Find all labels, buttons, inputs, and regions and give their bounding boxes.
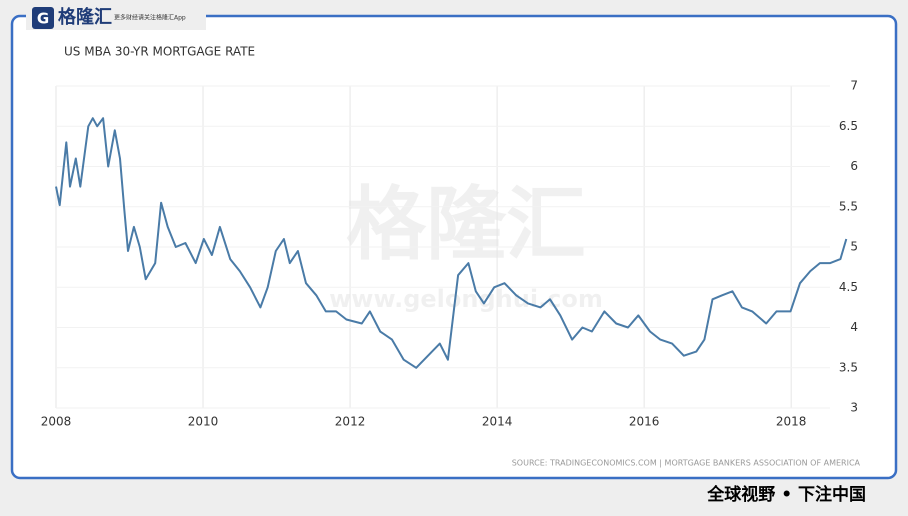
watermark-url: www.gelonghui.com <box>329 285 603 313</box>
y-tick-label: 3.5 <box>839 360 858 374</box>
chart-title: US MBA 30-YR MORTGAGE RATE <box>64 45 255 59</box>
y-tick-label: 6.5 <box>839 119 858 133</box>
x-tick-label: 2014 <box>482 415 513 429</box>
logo-icon-text: G <box>37 10 49 28</box>
x-tick-label: 2008 <box>41 415 72 429</box>
x-tick-label: 2016 <box>629 415 660 429</box>
watermark: 格隆汇 <box>346 178 586 271</box>
x-tick-label: 2018 <box>776 415 807 429</box>
y-tick-label: 4.5 <box>839 280 858 294</box>
source: SOURCE: TRADINGECONOMICS.COM | MORTGAGE … <box>512 459 861 468</box>
slogan: 全球视野 • 下注中国 <box>706 484 866 505</box>
logo-bg <box>26 4 206 30</box>
y-tick-label: 4 <box>850 320 858 334</box>
y-tick-label: 6 <box>850 159 858 173</box>
y-tick-label: 5 <box>850 240 858 254</box>
y-tick-label: 7 <box>850 79 858 93</box>
logo-icon <box>32 7 54 29</box>
tagline: 更多财经请关注格隆汇App <box>114 14 186 22</box>
y-tick-label: 5.5 <box>839 199 858 213</box>
logo: 格隆汇 <box>58 6 112 28</box>
x-tick-label: 2012 <box>335 415 366 429</box>
plot: 2008 2010 2012 2014 2016 2018 3 3.5 4 4.5 5 5.5 6 6.5… <box>41 79 858 429</box>
x-tick-label: 2010 <box>188 415 219 429</box>
line-series <box>55 117 848 369</box>
y-tick-label: 3 <box>850 401 858 415</box>
